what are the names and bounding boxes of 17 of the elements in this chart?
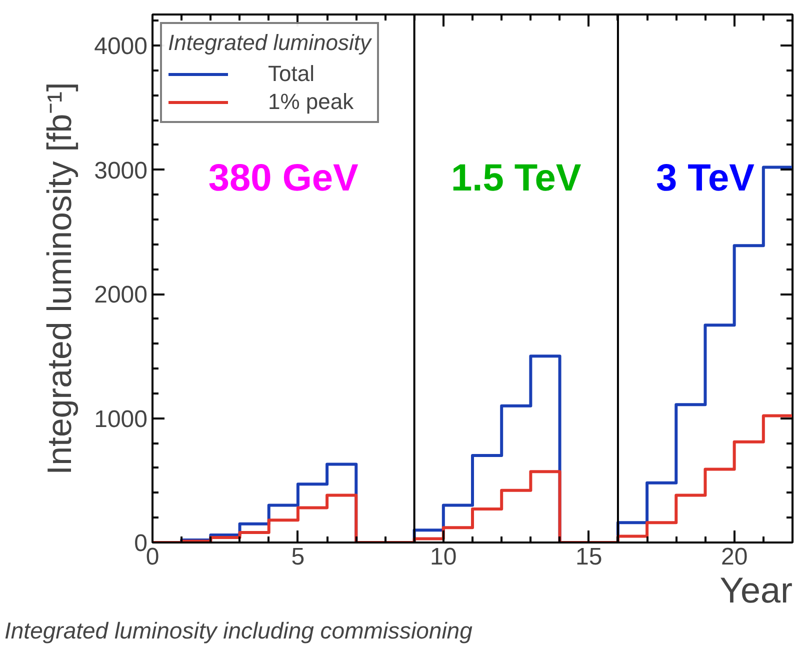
y-tick-label: 4000 <box>94 33 148 60</box>
y-tick-label: 1000 <box>94 406 148 433</box>
y-tick-label: 2000 <box>94 282 148 309</box>
annotation: 3 TeV <box>656 157 756 200</box>
y-tick-label: 3000 <box>94 157 148 184</box>
x-tick-label: 20 <box>720 544 748 570</box>
annotation: 380 GeV <box>208 157 360 200</box>
x-tick-label: 15 <box>576 544 602 570</box>
text: Integrated luminosity including commissioning <box>4 618 473 644</box>
legend-label: Total <box>268 61 314 87</box>
legend-label: 1% peak <box>268 89 354 115</box>
legend-title: Integrated luminosity <box>168 30 371 56</box>
x-tick-label: 10 <box>430 544 457 570</box>
annotation: 1.5 TeV <box>451 157 582 200</box>
x-tick-label: 5 <box>291 544 305 570</box>
y-axis-title: Integrated luminosity [fb⁻¹] <box>41 82 80 475</box>
x-axis-title: Year <box>720 570 793 610</box>
